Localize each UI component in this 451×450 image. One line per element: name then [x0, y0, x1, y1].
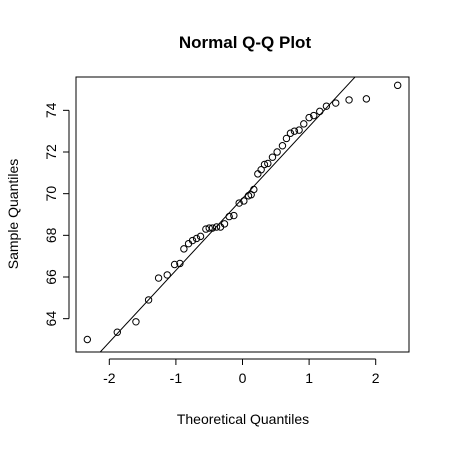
- data-point: [305, 113, 313, 122]
- data-point: [163, 271, 171, 279]
- data-point: [196, 232, 205, 241]
- data-point: [362, 95, 371, 103]
- data-point: [113, 328, 121, 336]
- data-point: [264, 159, 272, 168]
- y-axis: 64 66 68 70 72 74: [43, 102, 70, 327]
- data-point: [192, 234, 201, 243]
- x-tick-label: 2: [372, 370, 380, 386]
- data-point: [240, 197, 248, 205]
- data-point: [268, 153, 277, 161]
- data-point: [230, 211, 238, 220]
- data-point: [332, 99, 340, 107]
- data-point: [235, 199, 243, 207]
- data-point: [282, 134, 291, 143]
- data-point: [180, 245, 188, 253]
- data-point: [286, 129, 295, 137]
- y-tick-label: 72: [43, 144, 59, 160]
- data-point: [290, 127, 299, 135]
- y-tick-label: 64: [43, 311, 59, 327]
- data-point: [278, 142, 287, 150]
- data-point: [295, 126, 303, 134]
- data-point: [310, 111, 318, 120]
- data-point: [176, 259, 184, 268]
- y-tick-label: 70: [43, 186, 59, 202]
- x-axis-label: Theoretical Quantiles: [177, 411, 309, 427]
- data-point: [212, 223, 221, 231]
- data-point: [220, 220, 229, 228]
- data-point: [300, 120, 308, 128]
- y-axis-label: Sample Quantiles: [5, 159, 21, 270]
- data-point: [205, 224, 213, 232]
- x-tick-label: -2: [103, 370, 116, 386]
- plot-area-frame: [75, 76, 410, 353]
- data-point: [273, 148, 281, 156]
- x-tick-label: 1: [305, 370, 313, 386]
- data-point: [254, 170, 262, 178]
- data-point: [250, 185, 258, 194]
- data-points: [83, 81, 402, 344]
- y-tick-label: 74: [43, 102, 59, 118]
- data-point: [144, 296, 153, 304]
- data-point: [188, 236, 197, 245]
- chart-title: Normal Q-Q Plot: [179, 33, 312, 52]
- data-point: [260, 160, 269, 169]
- data-point: [316, 107, 324, 116]
- data-point: [345, 96, 353, 104]
- data-point: [393, 81, 402, 90]
- x-tick-label: -1: [170, 370, 183, 386]
- x-axis: -2 -1 0 1 2: [103, 358, 380, 386]
- data-point: [83, 335, 92, 344]
- y-tick-label: 68: [43, 227, 59, 243]
- x-tick-label: 0: [239, 370, 247, 386]
- data-point: [170, 260, 179, 269]
- y-tick-label: 66: [43, 269, 59, 285]
- data-point: [225, 212, 233, 221]
- data-point: [257, 166, 265, 174]
- data-point: [132, 318, 140, 326]
- data-point: [154, 274, 163, 282]
- data-point: [208, 224, 217, 232]
- data-point: [322, 102, 331, 110]
